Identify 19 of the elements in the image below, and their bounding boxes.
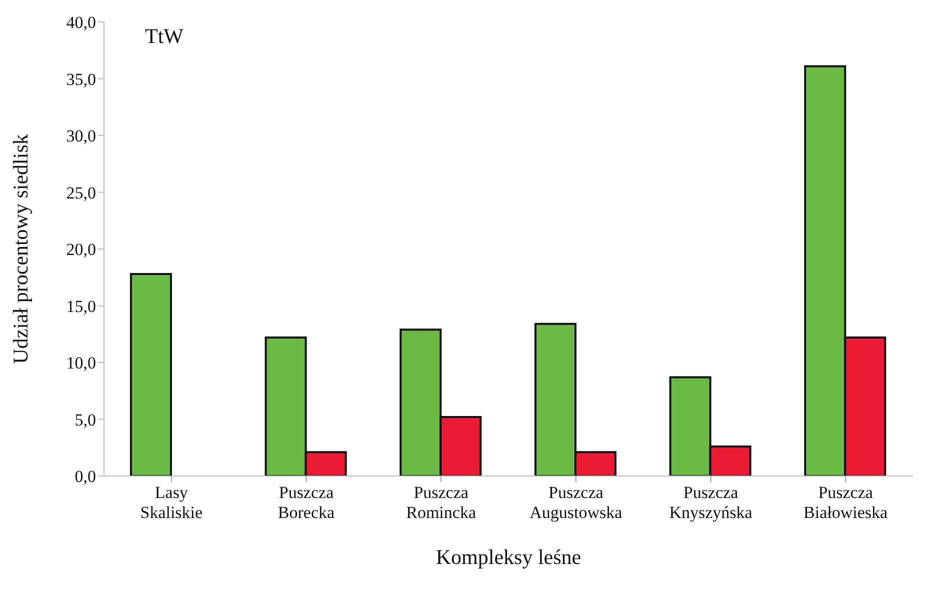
x-tick-label: Lasy Skaliskie (140, 483, 203, 522)
y-tick-label: 40,0 (66, 13, 96, 32)
x-tick-label: Puszcza Augustowska (530, 483, 623, 522)
x-tick-label: Puszcza Knyszyńska (669, 483, 753, 522)
panel-label: TtW (145, 24, 184, 49)
x-axis-title: Kompleksy leśne (436, 545, 582, 569)
y-tick-label: 30,0 (66, 126, 96, 146)
bar (130, 272, 172, 476)
y-tick-label: 25,0 (66, 183, 96, 202)
y-tick-label: 35,0 (66, 70, 96, 89)
y-tick-label: 0,0 (74, 467, 96, 486)
x-tick-label: Puszcza Romincka (406, 483, 476, 522)
y-tick-label: 20,0 (66, 240, 96, 260)
y-axis-title: Udział procentowy siedlisk (8, 134, 32, 364)
y-tick-label: 15,0 (66, 296, 96, 316)
y-tick-label: 5,0 (74, 410, 96, 430)
y-tick-label: 10,0 (66, 354, 96, 373)
x-tick-label: Puszcza Borecka (278, 483, 336, 522)
x-tick-label: Puszcza Białowieska (804, 483, 888, 522)
